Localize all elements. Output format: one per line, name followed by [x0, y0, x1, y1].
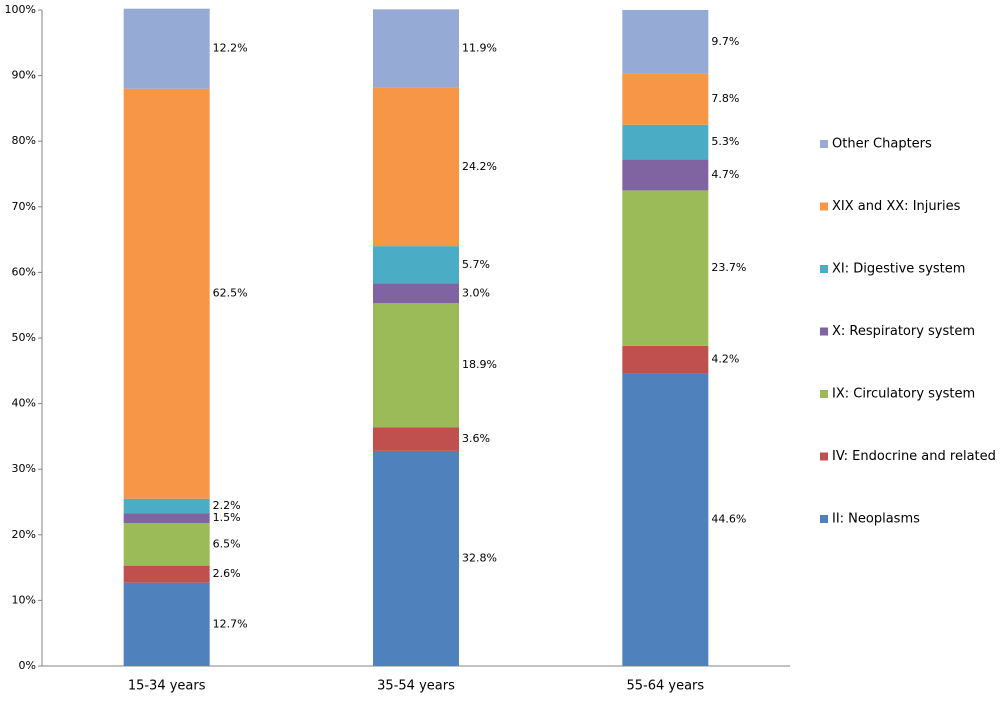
bar-segment — [373, 9, 459, 88]
bar-segment — [123, 88, 210, 499]
y-tick-label: 10% — [12, 593, 36, 606]
data-label: 11.9% — [462, 41, 497, 54]
bar-segment — [373, 87, 459, 247]
bar-segment — [123, 565, 210, 583]
data-label: 62.5% — [213, 287, 248, 300]
bar-segment — [123, 582, 210, 666]
bar-segment — [622, 190, 709, 346]
legend-label: IX: Circulatory system — [832, 387, 975, 402]
data-label: 2.6% — [213, 567, 241, 580]
y-tick-label: 40% — [12, 397, 36, 410]
legend-label: II: Neoplasms — [832, 512, 920, 527]
data-label: 44.6% — [711, 513, 746, 526]
legend-label: X: Respiratory system — [832, 324, 975, 339]
legend-swatch — [820, 202, 828, 211]
data-label: 5.3% — [711, 135, 739, 148]
data-label: 6.5% — [213, 537, 241, 550]
legend-swatch — [820, 265, 828, 273]
bar-segment — [373, 450, 459, 666]
y-tick-label: 80% — [12, 134, 36, 147]
data-label: 4.2% — [711, 353, 739, 366]
y-tick-label: 90% — [12, 69, 36, 82]
y-tick-label: 20% — [12, 528, 36, 541]
bar-segment — [123, 513, 210, 523]
y-tick-label: 50% — [12, 331, 36, 344]
legend-label: XIX and XX: Injuries — [832, 199, 961, 214]
legend-swatch — [820, 515, 828, 523]
data-label: 12.7% — [213, 617, 248, 630]
data-label: 24.2% — [462, 160, 497, 173]
data-label: 1.5% — [213, 511, 241, 524]
y-tick-label: 70% — [12, 200, 36, 213]
data-label: 3.6% — [462, 432, 490, 445]
bar-segment — [622, 159, 709, 191]
bar-segment — [373, 246, 459, 284]
data-label: 7.8% — [711, 92, 739, 105]
bar-segment — [123, 522, 210, 566]
bar-segment — [622, 73, 709, 125]
data-label: 12.2% — [213, 42, 248, 55]
x-tick-label: 35-54 years — [377, 679, 455, 694]
legend-label: XI: Digestive system — [832, 262, 965, 277]
data-label: 23.7% — [711, 261, 746, 274]
legend-swatch — [820, 452, 828, 461]
legend-label: Other Chapters — [832, 137, 932, 152]
legend-swatch — [820, 390, 828, 398]
y-tick-label: 100% — [5, 3, 36, 16]
bar-segment — [622, 124, 709, 160]
bar-segment — [622, 373, 709, 666]
bar-segment — [622, 345, 709, 374]
y-tick-label: 60% — [12, 265, 36, 278]
data-label: 4.7% — [711, 168, 739, 181]
y-tick-label: 0% — [19, 659, 36, 672]
legend-swatch — [820, 327, 828, 336]
bar-segment — [373, 303, 459, 428]
bar-segment — [123, 498, 210, 514]
data-label: 18.9% — [462, 358, 497, 371]
x-tick-label: 55-64 years — [626, 679, 704, 694]
bar-segment — [373, 427, 459, 451]
data-label: 32.8% — [462, 551, 497, 564]
data-label: 3.0% — [462, 286, 490, 299]
data-label: 2.2% — [213, 499, 241, 512]
legend-swatch — [820, 140, 828, 148]
legend-label: IV: Endocrine and related — [832, 449, 996, 464]
x-tick-label: 15-34 years — [128, 679, 206, 694]
bar-segment — [622, 10, 709, 74]
data-label: 5.7% — [462, 258, 490, 271]
bar-segment — [373, 283, 459, 304]
bar-segment — [123, 8, 210, 89]
data-label: 9.7% — [711, 35, 739, 48]
y-tick-label: 30% — [12, 462, 36, 475]
